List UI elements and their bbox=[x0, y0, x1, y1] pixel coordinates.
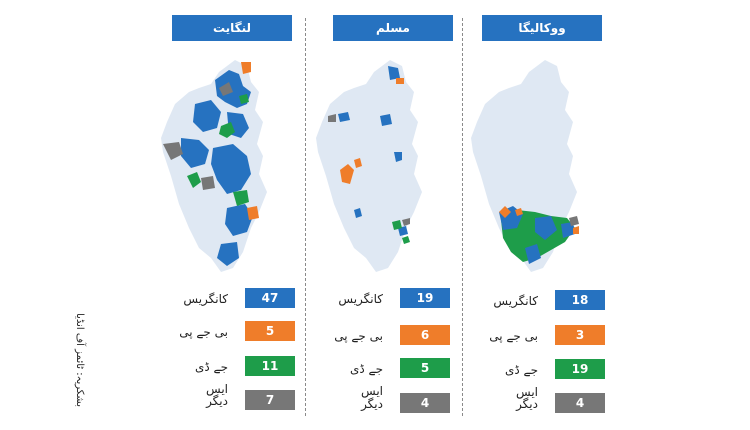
row-bjp: بی جے پی 6 bbox=[325, 325, 450, 347]
party-label: دیگر bbox=[361, 397, 383, 411]
row-bjp: بی جے پی 3 bbox=[480, 325, 605, 347]
other-region bbox=[163, 142, 183, 160]
jds-region bbox=[402, 236, 410, 244]
party-label: کانگریس bbox=[493, 294, 538, 308]
congress-region bbox=[394, 152, 402, 162]
row-jds: جے ڈی ایس 19 bbox=[480, 359, 605, 399]
congress-region bbox=[398, 226, 408, 236]
seat-count: 19 bbox=[400, 288, 450, 308]
seat-count: 47 bbox=[245, 288, 295, 308]
seat-count: 11 bbox=[245, 356, 295, 376]
congress-region bbox=[354, 208, 362, 218]
row-bjp: بی جے پی 5 bbox=[170, 321, 295, 343]
party-label: کانگریس bbox=[183, 292, 228, 306]
congress-region bbox=[181, 138, 209, 168]
seat-count: 4 bbox=[400, 393, 450, 413]
congress-region bbox=[225, 204, 253, 236]
party-label: دیگر bbox=[516, 397, 538, 411]
source-credit: بشکریہ: ٹائمز آف انڈیا bbox=[74, 313, 85, 407]
row-jds: جے ڈی ایس 5 bbox=[325, 358, 450, 398]
congress-region bbox=[217, 242, 239, 266]
panel-title-muslim: مسلم bbox=[333, 15, 453, 41]
row-congress: کانگریس 19 bbox=[325, 288, 450, 310]
congress-region bbox=[388, 66, 400, 80]
panel-title-lingayat: لنگایت bbox=[172, 15, 292, 41]
party-label: جے ڈی ایس bbox=[505, 363, 538, 399]
karnataka-map-vokkaliga bbox=[471, 60, 579, 272]
bjp-region bbox=[499, 206, 511, 218]
panel-vokkaliga: ووکالیگا کانگریس 18 بی جے پی 3 جے ڈی ایس… bbox=[471, 0, 625, 430]
seat-count: 5 bbox=[400, 358, 450, 378]
bjp-region bbox=[396, 78, 404, 84]
panel-title-vokkaliga: ووکالیگا bbox=[482, 15, 602, 41]
row-other: دیگر 4 bbox=[325, 393, 450, 415]
seat-count: 3 bbox=[555, 325, 605, 345]
seat-count: 6 bbox=[400, 325, 450, 345]
congress-region bbox=[561, 222, 575, 238]
seat-count: 5 bbox=[245, 321, 295, 341]
bjp-region bbox=[515, 208, 523, 216]
jds-region bbox=[187, 172, 201, 188]
party-label: بی جے پی bbox=[334, 329, 383, 343]
party-label: جے ڈی ایس bbox=[350, 362, 383, 398]
seat-count: 18 bbox=[555, 290, 605, 310]
other-region bbox=[402, 218, 410, 226]
bjp-region bbox=[573, 226, 579, 234]
row-jds: جے ڈی ایس 11 bbox=[170, 356, 295, 396]
divider bbox=[462, 18, 463, 416]
jds-region bbox=[392, 220, 402, 230]
other-region bbox=[328, 114, 336, 122]
jds-region bbox=[239, 94, 249, 104]
map-outline bbox=[316, 60, 422, 272]
other-region bbox=[569, 216, 579, 226]
congress-region bbox=[535, 216, 557, 240]
congress-region bbox=[338, 112, 350, 122]
congress-region bbox=[211, 144, 251, 194]
row-other: دیگر 7 bbox=[170, 390, 295, 412]
bjp-region bbox=[340, 164, 354, 184]
party-label: بی جے پی bbox=[179, 325, 228, 339]
karnataka-map-muslim bbox=[316, 60, 422, 272]
congress-region bbox=[380, 114, 392, 126]
bjp-region bbox=[241, 62, 251, 74]
congress-region bbox=[525, 244, 541, 264]
party-label: بی جے پی bbox=[489, 329, 538, 343]
party-label: کانگریس bbox=[338, 292, 383, 306]
bjp-region bbox=[247, 206, 259, 220]
party-label: جے ڈی ایس bbox=[195, 360, 228, 396]
other-region bbox=[219, 82, 233, 96]
row-congress: کانگریس 47 bbox=[170, 288, 295, 310]
other-region bbox=[201, 176, 215, 190]
row-other: دیگر 4 bbox=[480, 393, 605, 415]
divider bbox=[305, 18, 306, 416]
party-label: دیگر bbox=[206, 394, 228, 408]
jds-region bbox=[233, 190, 249, 206]
jds-region bbox=[501, 210, 575, 262]
jds-region bbox=[219, 122, 235, 138]
congress-region bbox=[193, 100, 221, 132]
panel-lingayat: لنگایت کانگریس 47 بی جے پی 5 جے ڈی ایس 1… bbox=[161, 0, 315, 430]
seat-count: 19 bbox=[555, 359, 605, 379]
seat-count: 4 bbox=[555, 393, 605, 413]
bjp-region bbox=[354, 158, 362, 168]
seat-count: 7 bbox=[245, 390, 295, 410]
karnataka-map-lingayat bbox=[161, 60, 267, 272]
row-congress: کانگریس 18 bbox=[480, 290, 605, 312]
panel-muslim: مسلم کانگریس 19 بی جے پی 6 جے ڈی ایس 5 د… bbox=[316, 0, 470, 430]
